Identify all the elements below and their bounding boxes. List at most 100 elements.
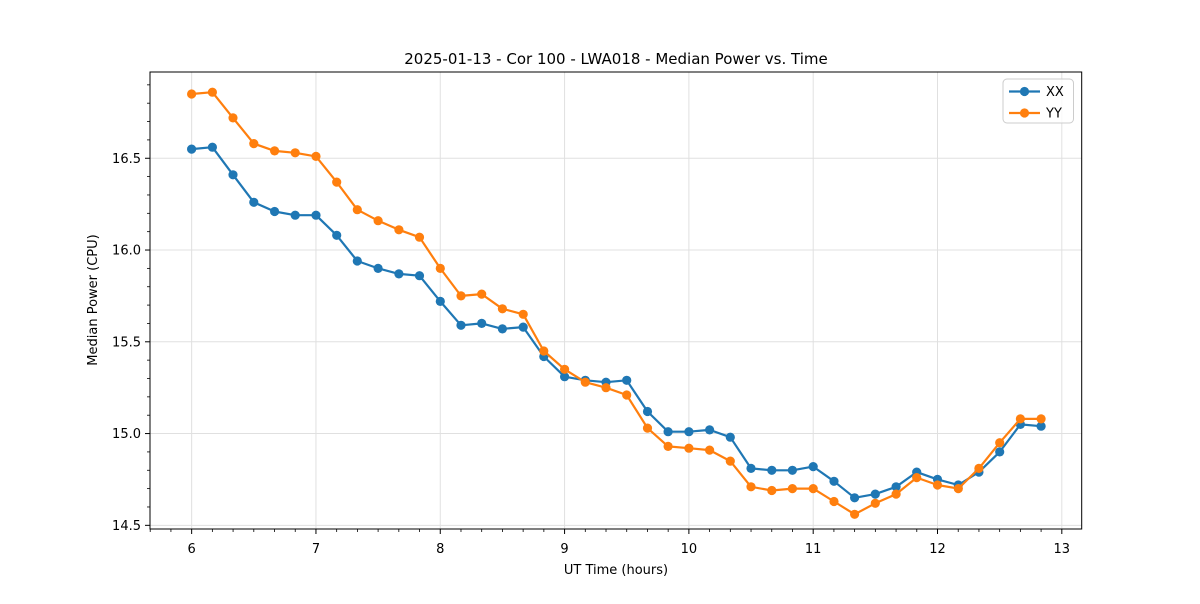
data-point-XX bbox=[995, 447, 1005, 457]
data-point-YY bbox=[829, 496, 839, 507]
data-point-XX bbox=[414, 271, 425, 281]
data-point-XX bbox=[642, 406, 653, 417]
data-point-YY bbox=[497, 304, 507, 314]
x-tick-label: 9 bbox=[560, 542, 568, 557]
legend-label: YY bbox=[1045, 107, 1062, 122]
data-point-YY bbox=[725, 456, 735, 466]
data-point-XX bbox=[746, 463, 756, 473]
data-point-YY bbox=[560, 364, 570, 374]
y-tick-label: 15.5 bbox=[112, 335, 141, 350]
data-point-XX bbox=[725, 432, 735, 442]
legend-marker bbox=[1019, 86, 1030, 97]
data-point-YY bbox=[580, 377, 590, 387]
series-layer bbox=[187, 87, 1046, 519]
x-tick-label: 10 bbox=[681, 542, 698, 557]
data-point-YY bbox=[767, 485, 777, 496]
chart-title: 2025-01-13 - Cor 100 - LWA018 - Median P… bbox=[404, 50, 828, 68]
data-point-XX bbox=[228, 170, 238, 180]
data-point-XX bbox=[787, 465, 798, 475]
axes-layer: 6 7 8 9 10 11 12 13 14.5 15.0 15.5 16.0 16.5 bbox=[112, 71, 1083, 557]
data-point-XX bbox=[477, 318, 487, 328]
y-tick-label: 14.5 bbox=[112, 519, 141, 534]
data-point-YY bbox=[394, 225, 404, 235]
data-point-XX bbox=[829, 476, 839, 486]
data-point-XX bbox=[560, 372, 570, 382]
data-point-YY bbox=[435, 263, 445, 273]
data-point-YY bbox=[642, 423, 653, 433]
data-point-YY bbox=[995, 438, 1005, 448]
data-point-XX bbox=[850, 493, 860, 503]
x-tick-label: 7 bbox=[312, 542, 320, 557]
data-point-XX bbox=[663, 427, 673, 437]
data-point-XX bbox=[456, 320, 466, 330]
data-point-XX bbox=[622, 375, 632, 385]
data-point-XX bbox=[891, 482, 901, 492]
data-point-XX bbox=[249, 197, 259, 207]
data-point-YY bbox=[601, 383, 611, 393]
data-point-YY bbox=[974, 463, 984, 473]
data-point-XX bbox=[705, 425, 715, 435]
series-XX bbox=[187, 142, 1046, 503]
x-tick-label: 12 bbox=[929, 542, 946, 557]
data-point-YY bbox=[456, 291, 466, 301]
data-point-YY bbox=[787, 484, 798, 494]
x-tick-label: 6 bbox=[188, 542, 196, 557]
data-point-XX bbox=[1036, 421, 1046, 431]
y-tick-label: 16.5 bbox=[112, 152, 141, 167]
data-point-YY bbox=[622, 390, 632, 400]
data-point-XX bbox=[870, 489, 880, 499]
legend-item-YY: YY bbox=[1009, 107, 1062, 122]
data-point-YY bbox=[808, 484, 818, 494]
y-tick-label: 15.0 bbox=[112, 427, 141, 442]
data-point-XX bbox=[497, 324, 507, 334]
data-point-YY bbox=[870, 498, 880, 508]
data-point-YY bbox=[187, 89, 197, 99]
x-tick-label: 8 bbox=[436, 542, 444, 557]
data-point-YY bbox=[1036, 414, 1046, 424]
data-point-YY bbox=[1015, 414, 1025, 424]
data-point-YY bbox=[311, 151, 321, 161]
data-point-YY bbox=[373, 216, 383, 226]
data-point-XX bbox=[187, 144, 197, 154]
data-point-YY bbox=[932, 480, 943, 490]
data-point-YY bbox=[270, 146, 280, 156]
data-point-XX bbox=[352, 256, 362, 266]
data-point-XX bbox=[373, 263, 383, 273]
legend-marker bbox=[1019, 108, 1030, 118]
series-YY bbox=[187, 87, 1046, 519]
data-point-YY bbox=[663, 441, 673, 451]
y-tick-label: 16.0 bbox=[112, 244, 141, 259]
data-point-XX bbox=[435, 296, 445, 306]
legend: XX YY bbox=[1002, 78, 1074, 124]
data-point-XX bbox=[684, 427, 694, 437]
data-point-YY bbox=[477, 289, 487, 299]
grid-layer bbox=[150, 72, 1082, 529]
data-point-XX bbox=[518, 322, 528, 332]
data-point-YY bbox=[912, 473, 922, 483]
data-point-YY bbox=[414, 232, 425, 242]
data-point-XX bbox=[767, 465, 777, 475]
data-point-YY bbox=[746, 482, 756, 492]
x-axis-label: UT Time (hours) bbox=[564, 563, 668, 578]
data-point-XX bbox=[311, 210, 321, 220]
data-point-XX bbox=[332, 230, 342, 240]
data-point-YY bbox=[953, 484, 963, 494]
data-point-YY bbox=[705, 445, 715, 455]
data-point-YY bbox=[891, 489, 901, 499]
data-point-YY bbox=[290, 148, 300, 158]
data-point-XX bbox=[270, 206, 280, 217]
series-line-XX bbox=[190, 146, 1043, 499]
x-tick-label: 11 bbox=[805, 542, 822, 557]
y-axis-label: Median Power (CPU) bbox=[86, 234, 101, 365]
legend-item-XX: XX bbox=[1009, 85, 1064, 100]
data-point-YY bbox=[249, 139, 259, 149]
data-point-YY bbox=[850, 509, 860, 519]
data-point-YY bbox=[684, 443, 694, 453]
x-tick-label: 13 bbox=[1054, 542, 1071, 557]
data-point-XX bbox=[290, 210, 300, 220]
data-point-XX bbox=[394, 269, 404, 279]
data-point-YY bbox=[539, 346, 549, 356]
data-point-YY bbox=[518, 309, 528, 319]
plot-border bbox=[149, 71, 1083, 530]
